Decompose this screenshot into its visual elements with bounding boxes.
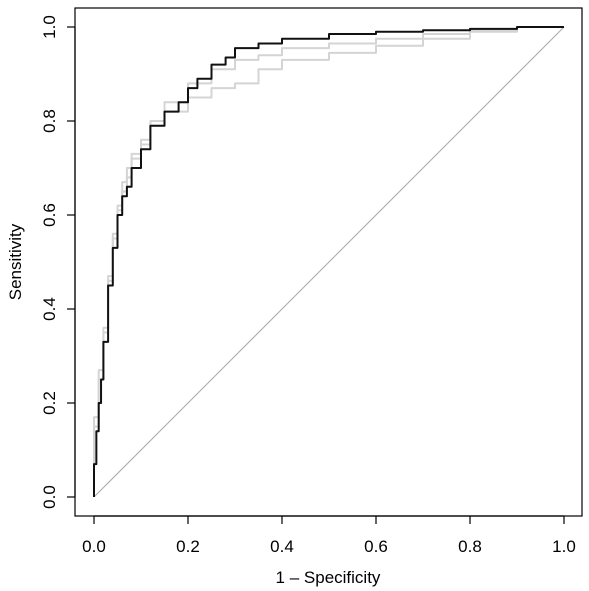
y-tick-label: 0.2 bbox=[40, 391, 59, 415]
series-line-reference-3 bbox=[93, 26, 565, 498]
y-tick-label: 0.6 bbox=[40, 203, 59, 227]
x-tick-label: 1.0 bbox=[552, 537, 576, 556]
x-tick-label: 0.0 bbox=[82, 537, 106, 556]
x-tick-label: 0.4 bbox=[270, 537, 294, 556]
x-tick-label: 0.2 bbox=[176, 537, 200, 556]
x-axis: 0.0 0.2 0.4 0.6 0.8 1.0 bbox=[82, 515, 576, 556]
y-axis-title: Sensitivity bbox=[6, 223, 25, 300]
series-layer bbox=[93, 26, 565, 498]
series-line-main-0 bbox=[93, 26, 564, 497]
y-tick-label: 0.0 bbox=[40, 485, 59, 509]
y-tick-label: 0.8 bbox=[40, 109, 59, 133]
x-tick-label: 0.8 bbox=[458, 537, 482, 556]
y-tick-label: 1.0 bbox=[40, 15, 59, 39]
x-tick-label: 0.6 bbox=[364, 537, 388, 556]
y-axis: 0.0 0.2 0.4 0.6 0.8 1.0 bbox=[40, 15, 76, 509]
x-axis-title: 1 – Specificity bbox=[276, 568, 381, 587]
y-tick-label: 0.4 bbox=[40, 297, 59, 321]
